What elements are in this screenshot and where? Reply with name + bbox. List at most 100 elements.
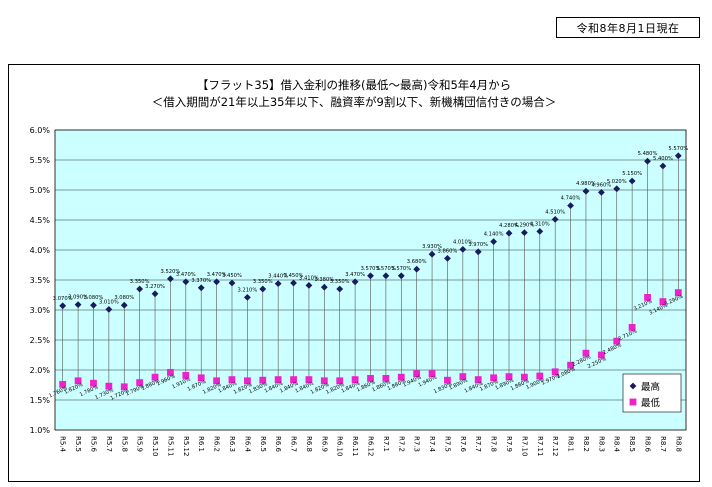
max-rate-point bbox=[413, 265, 421, 273]
max-rate-label: 3.350% bbox=[330, 279, 350, 285]
y-tick-label: 2.0% bbox=[30, 366, 51, 375]
legend-min-label: 最低 bbox=[641, 397, 661, 409]
y-tick-label: 4.0% bbox=[30, 246, 51, 255]
max-rate-label: 3.350% bbox=[130, 279, 150, 285]
x-tick-label: R6.5 bbox=[259, 436, 267, 452]
min-rate-point bbox=[551, 368, 559, 376]
min-rate-point bbox=[59, 381, 67, 388]
x-tick-label: R5.8 bbox=[120, 436, 128, 452]
max-rate-label: 3.080% bbox=[84, 295, 104, 301]
min-rate-point bbox=[397, 373, 405, 381]
min-rate-point bbox=[274, 376, 282, 383]
x-tick-label: R5.5 bbox=[74, 436, 82, 452]
min-rate-point bbox=[90, 379, 97, 387]
max-rate-label: 5.020% bbox=[607, 179, 627, 185]
x-tick-label: R7.11 bbox=[536, 436, 544, 456]
y-tick-label: 1.0% bbox=[30, 426, 51, 435]
x-tick-label: R5.6 bbox=[89, 436, 97, 453]
min-rate-point bbox=[167, 369, 174, 376]
min-rate-point bbox=[151, 373, 159, 381]
max-rate-label: 5.570% bbox=[668, 146, 688, 152]
max-rate-label: 3.090% bbox=[68, 295, 88, 301]
max-rate-point bbox=[490, 238, 498, 245]
x-tick-label: R5.10 bbox=[151, 436, 159, 456]
max-rate-label: 3.010% bbox=[99, 299, 119, 305]
max-rate-label: 5.480% bbox=[638, 151, 658, 157]
max-rate-label: 3.350% bbox=[253, 279, 273, 285]
min-rate-point bbox=[74, 377, 82, 385]
max-rate-label: 4.010% bbox=[453, 239, 473, 245]
min-rate-point bbox=[659, 298, 667, 305]
min-rate-point bbox=[213, 377, 220, 385]
max-rate-point bbox=[505, 229, 513, 237]
min-rate-point bbox=[536, 372, 544, 380]
min-rate-point bbox=[613, 337, 621, 345]
min-rate-point bbox=[105, 382, 113, 390]
min-rate-point bbox=[367, 375, 374, 382]
max-rate-label: 3.520% bbox=[161, 269, 181, 275]
max-rate-label: 4.290% bbox=[515, 223, 535, 229]
x-tick-label: R8.5 bbox=[628, 436, 636, 452]
x-tick-label: R8.8 bbox=[674, 436, 682, 452]
x-tick-label: R8.3 bbox=[597, 436, 605, 452]
max-rate-point bbox=[397, 272, 405, 280]
y-tick-label: 3.0% bbox=[30, 306, 51, 315]
max-rate-point bbox=[444, 255, 451, 262]
min-rate-point bbox=[505, 373, 513, 380]
min-rate-point bbox=[428, 370, 436, 377]
max-rate-point bbox=[305, 282, 313, 289]
y-tick-label: 5.0% bbox=[30, 186, 51, 195]
date-label: 令和8年8月1日現在 bbox=[556, 17, 700, 38]
max-rate-point bbox=[613, 185, 621, 193]
min-rate-point bbox=[136, 379, 144, 386]
max-rate-point bbox=[120, 301, 128, 309]
legend-min-marker bbox=[629, 398, 637, 406]
x-tick-label: R5.9 bbox=[136, 436, 144, 452]
max-rate-point bbox=[74, 301, 82, 308]
max-rate-point bbox=[367, 272, 374, 280]
x-tick-label: R6.2 bbox=[213, 436, 221, 452]
x-tick-label: R6.6 bbox=[274, 436, 282, 453]
max-rate-label: 3.470% bbox=[176, 272, 196, 278]
max-rate-label: 3.410% bbox=[299, 275, 319, 281]
max-rate-label: 4.510% bbox=[545, 209, 565, 215]
max-rate-point bbox=[243, 294, 251, 301]
min-rate-point bbox=[567, 361, 574, 369]
max-rate-label: 3.470% bbox=[345, 272, 365, 278]
min-rate-point bbox=[259, 376, 267, 384]
min-rate-point bbox=[320, 377, 328, 385]
min-rate-point bbox=[351, 376, 359, 383]
x-tick-label: R7.8 bbox=[490, 436, 498, 452]
max-rate-point bbox=[213, 278, 220, 286]
min-rate-point bbox=[197, 374, 205, 382]
y-tick-label: 3.5% bbox=[30, 276, 51, 285]
max-rate-point bbox=[428, 250, 436, 258]
x-tick-label: R6.1 bbox=[197, 436, 205, 452]
max-rate-point bbox=[628, 177, 636, 185]
x-tick-label: R7.12 bbox=[551, 436, 559, 456]
x-tick-label: R8.4 bbox=[613, 436, 621, 453]
x-tick-label: R8.1 bbox=[567, 436, 575, 452]
min-rate-point bbox=[644, 294, 651, 301]
x-tick-label: R8.7 bbox=[659, 436, 667, 452]
min-rate-point bbox=[305, 376, 313, 383]
x-tick-label: R6.4 bbox=[243, 436, 251, 453]
x-tick-label: R7.1 bbox=[382, 436, 390, 452]
y-tick-label: 5.5% bbox=[30, 156, 51, 165]
x-tick-label: R7.5 bbox=[443, 436, 451, 452]
y-tick-label: 1.5% bbox=[30, 396, 51, 405]
max-rate-point bbox=[105, 306, 113, 313]
min-rate-point bbox=[228, 376, 236, 383]
min-rate-point bbox=[182, 372, 190, 379]
min-rate-point bbox=[490, 374, 498, 382]
max-rate-label: 4.960% bbox=[591, 182, 611, 188]
y-tick-label: 6.0% bbox=[30, 126, 51, 135]
max-rate-label: 3.570% bbox=[376, 266, 396, 272]
x-tick-label: R5.12 bbox=[182, 436, 190, 456]
max-rate-label: 4.280% bbox=[499, 223, 519, 229]
max-rate-label: 3.380% bbox=[314, 277, 334, 283]
min-rate-point bbox=[582, 349, 590, 357]
legend-max-marker bbox=[629, 382, 637, 390]
legend-max-label: 最高 bbox=[641, 381, 660, 393]
